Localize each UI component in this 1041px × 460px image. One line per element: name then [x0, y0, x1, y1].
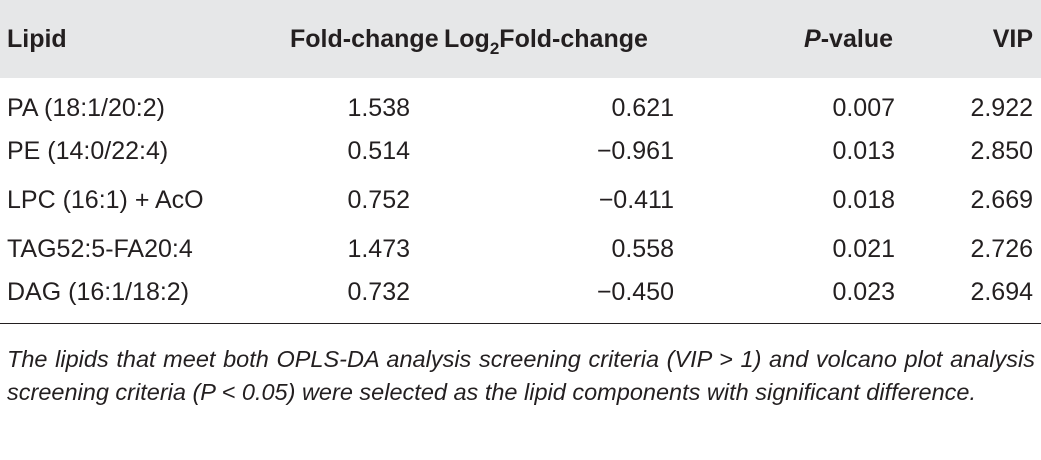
cell-vip: 2.694	[970, 277, 1033, 306]
cell-lipid: PE (14:0/22:4)	[7, 137, 169, 165]
cell-fold-change: 0.752	[347, 186, 410, 214]
header-vip: VIP	[992, 24, 1033, 53]
cell-fold-change: 1.538	[347, 94, 410, 122]
cell-vip: 2.922	[970, 94, 1033, 122]
header-p-value: P-value	[700, 0, 915, 78]
cell-p-value: 0.007	[832, 94, 895, 122]
lipid-table-container: Lipid Fold-change Log2Fold-change P-valu…	[0, 0, 1041, 323]
table-row: PE (14:0/22:4) 0.514 −0.961 0.013 2.850	[0, 127, 1041, 176]
header-row: Lipid Fold-change Log2Fold-change P-valu…	[0, 0, 1041, 78]
lipid-table: Lipid Fold-change Log2Fold-change P-valu…	[0, 0, 1041, 323]
cell-log2-fold-change: 0.621	[611, 94, 674, 122]
cell-fold-change: 0.514	[347, 137, 410, 165]
cell-vip: 2.850	[970, 137, 1033, 165]
cell-p-value: 0.018	[832, 186, 895, 214]
cell-p-value: 0.013	[832, 137, 895, 165]
cell-log2-fold-change: 0.558	[611, 235, 674, 263]
header-p-italic: P	[804, 24, 821, 53]
cell-lipid: LPC (16:1) + AcO	[7, 186, 204, 214]
cell-lipid: DAG (16:1/18:2)	[7, 277, 190, 306]
header-log-prefix: Log	[444, 24, 490, 53]
cell-lipid: TAG52:5-FA20:4	[7, 235, 193, 263]
cell-log2-fold-change: −0.961	[596, 137, 674, 165]
header-fold-change: Fold-change	[290, 24, 439, 53]
cell-log2-fold-change: −0.411	[598, 186, 674, 214]
table-row: TAG52:5-FA20:4 1.473 0.558 0.021 2.726	[0, 225, 1041, 274]
table-body: PA (18:1/20:2) 1.538 0.621 0.007 2.922 P…	[0, 78, 1041, 323]
table-footnote: The lipids that meet both OPLS-DA analys…	[7, 346, 1035, 405]
cell-fold-change: 0.732	[347, 277, 410, 306]
header-p-suffix: -value	[820, 24, 893, 53]
header-log-subscript: 2	[489, 38, 500, 58]
cell-log2-fold-change: −0.450	[596, 277, 674, 306]
table-row: DAG (16:1/18:2) 0.732 −0.450 0.023 2.694	[0, 274, 1041, 323]
cell-p-value: 0.023	[832, 277, 895, 306]
header-lipid: Lipid	[7, 24, 67, 53]
cell-vip: 2.726	[970, 235, 1033, 263]
cell-lipid: PA (18:1/20:2)	[7, 94, 165, 122]
cell-p-value: 0.021	[832, 235, 895, 263]
header-log-suffix: Fold-change	[499, 24, 648, 53]
table-row: LPC (16:1) + AcO 0.752 −0.411 0.018 2.66…	[0, 176, 1041, 225]
cell-vip: 2.669	[970, 186, 1033, 214]
cell-fold-change: 1.473	[347, 235, 410, 263]
table-header: Lipid Fold-change Log2Fold-change P-valu…	[0, 0, 1041, 78]
header-log2-fold-change: Log2Fold-change	[430, 0, 700, 78]
table-row: PA (18:1/20:2) 1.538 0.621 0.007 2.922	[0, 78, 1041, 127]
